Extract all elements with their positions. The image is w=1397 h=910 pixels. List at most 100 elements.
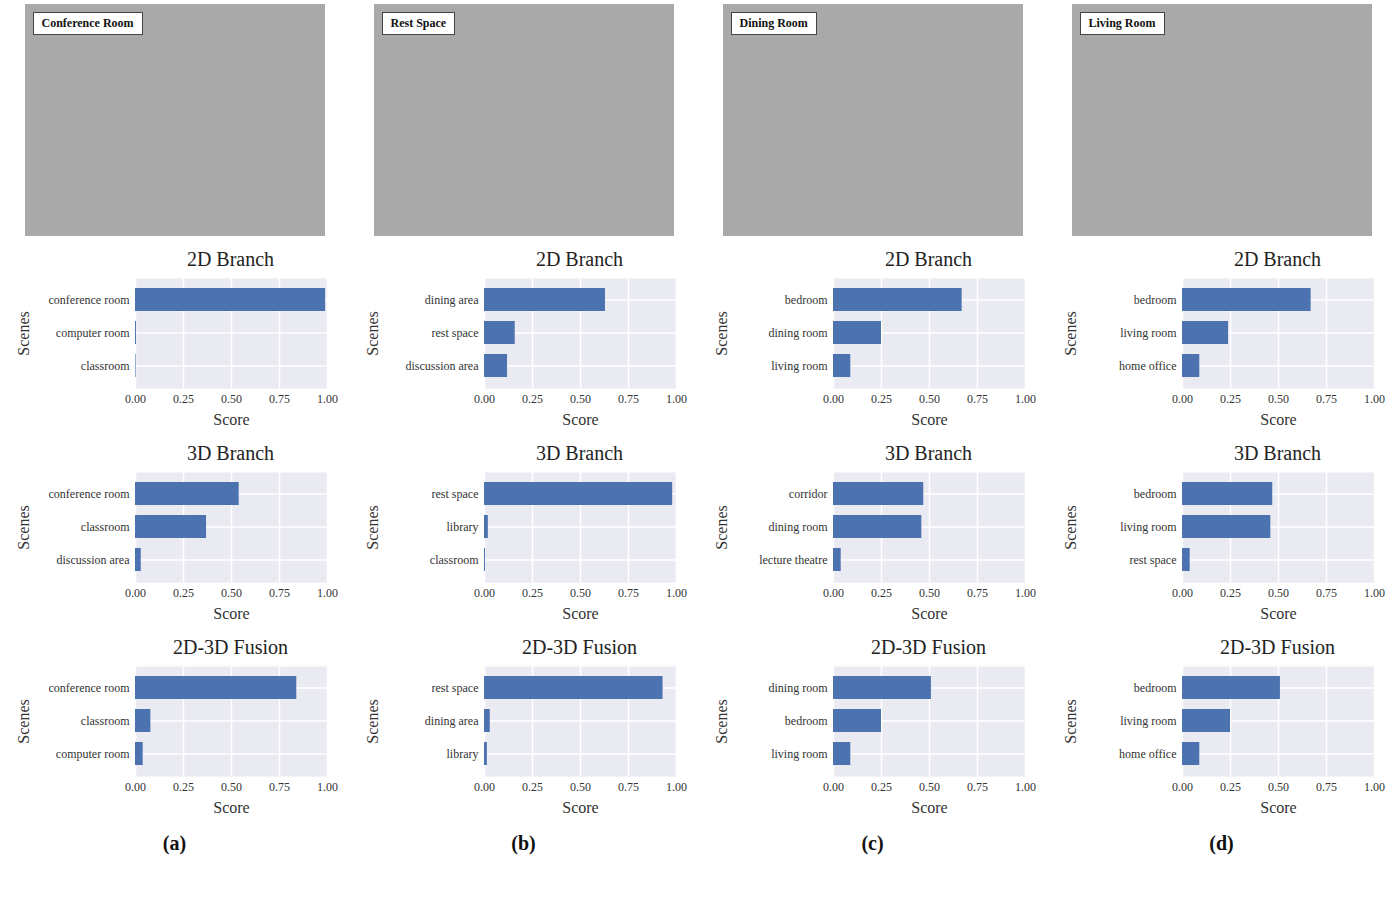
svg-text:Score: Score [213,799,249,816]
svg-text:0.50: 0.50 [919,392,940,406]
svg-text:0.50: 0.50 [570,586,591,600]
svg-text:0.00: 0.00 [1172,586,1193,600]
svg-text:dining area: dining area [424,714,478,728]
svg-text:Score: Score [911,605,947,622]
svg-text:bedroom: bedroom [1133,681,1176,695]
svg-text:0.75: 0.75 [618,392,639,406]
svg-text:0.50: 0.50 [1268,780,1289,794]
svg-text:rest space: rest space [1129,553,1176,567]
svg-text:living room: living room [1120,714,1177,728]
svg-text:living room: living room [1120,326,1177,340]
svg-text:classroom: classroom [80,520,129,534]
svg-text:1.00: 1.00 [1364,392,1385,406]
svg-text:Score: Score [562,799,598,816]
svg-text:0.00: 0.00 [1172,780,1193,794]
svg-text:classroom: classroom [80,714,129,728]
svg-text:Score: Score [562,605,598,622]
svg-text:0.25: 0.25 [173,392,194,406]
svg-text:rest space: rest space [431,681,478,695]
svg-text:dining room: dining room [768,326,828,340]
svg-text:bedroom: bedroom [1133,487,1176,501]
svg-text:classroom: classroom [429,553,478,567]
svg-text:0.00: 0.00 [474,392,495,406]
svg-text:computer room: computer room [55,747,129,761]
svg-text:0.50: 0.50 [221,780,242,794]
svg-text:0.75: 0.75 [618,586,639,600]
svg-text:0.25: 0.25 [173,586,194,600]
svg-text:0.75: 0.75 [269,586,290,600]
svg-text:0.25: 0.25 [871,780,892,794]
svg-text:Scenes: Scenes [1061,505,1078,549]
svg-text:Score: Score [1260,799,1296,816]
svg-text:Score: Score [911,799,947,816]
svg-text:Score: Score [1260,605,1296,622]
svg-text:0.25: 0.25 [871,392,892,406]
svg-text:0.00: 0.00 [1172,392,1193,406]
svg-text:0.00: 0.00 [823,392,844,406]
svg-text:Scenes: Scenes [363,699,380,743]
svg-text:lecture theatre: lecture theatre [759,553,827,567]
svg-text:conference room: conference room [48,487,130,501]
svg-text:conference room: conference room [48,681,130,695]
svg-text:0.00: 0.00 [823,586,844,600]
svg-text:0.25: 0.25 [522,780,543,794]
svg-text:1.00: 1.00 [1015,392,1036,406]
svg-text:Score: Score [911,411,947,428]
svg-text:0.25: 0.25 [1220,392,1241,406]
svg-text:1.00: 1.00 [666,392,687,406]
svg-text:1.00: 1.00 [1364,586,1385,600]
svg-text:0.75: 0.75 [1316,392,1337,406]
svg-text:corridor: corridor [788,487,827,501]
svg-text:home office: home office [1119,359,1176,373]
svg-text:0.00: 0.00 [125,780,146,794]
svg-text:0.25: 0.25 [1220,780,1241,794]
svg-text:0.75: 0.75 [618,780,639,794]
svg-text:Score: Score [562,411,598,428]
svg-text:Score: Score [213,411,249,428]
svg-text:living room: living room [771,359,828,373]
svg-text:0.00: 0.00 [125,586,146,600]
svg-text:0.00: 0.00 [474,780,495,794]
svg-text:0.25: 0.25 [871,586,892,600]
svg-text:0.75: 0.75 [1316,586,1337,600]
svg-text:library: library [446,520,478,534]
svg-text:discussion area: discussion area [405,359,479,373]
svg-text:0.75: 0.75 [967,586,988,600]
svg-text:Scenes: Scenes [14,699,31,743]
svg-text:living room: living room [1120,520,1177,534]
svg-text:1.00: 1.00 [317,392,338,406]
svg-text:1.00: 1.00 [1364,780,1385,794]
svg-text:0.25: 0.25 [522,586,543,600]
svg-text:1.00: 1.00 [317,780,338,794]
svg-text:Score: Score [1260,411,1296,428]
svg-text:Scenes: Scenes [712,505,729,549]
svg-text:0.50: 0.50 [221,392,242,406]
svg-text:0.50: 0.50 [570,780,591,794]
svg-text:0.75: 0.75 [967,392,988,406]
svg-text:library: library [446,747,478,761]
svg-text:living room: living room [771,747,828,761]
svg-text:bedroom: bedroom [1133,293,1176,307]
svg-text:0.25: 0.25 [173,780,194,794]
svg-text:bedroom: bedroom [784,714,827,728]
svg-text:Scenes: Scenes [1061,699,1078,743]
svg-text:0.00: 0.00 [823,780,844,794]
svg-text:1.00: 1.00 [1015,586,1036,600]
svg-text:conference room: conference room [48,293,130,307]
svg-text:1.00: 1.00 [1015,780,1036,794]
svg-text:0.00: 0.00 [125,392,146,406]
svg-text:Scenes: Scenes [14,505,31,549]
svg-text:Scenes: Scenes [363,311,380,355]
svg-text:rest space: rest space [431,487,478,501]
svg-text:computer room: computer room [55,326,129,340]
svg-text:0.50: 0.50 [221,586,242,600]
svg-text:classroom: classroom [80,359,129,373]
svg-text:0.75: 0.75 [967,780,988,794]
svg-text:home office: home office [1119,747,1176,761]
svg-text:Scenes: Scenes [363,505,380,549]
svg-text:rest space: rest space [431,326,478,340]
svg-text:0.50: 0.50 [1268,586,1289,600]
svg-text:Scenes: Scenes [712,311,729,355]
svg-text:1.00: 1.00 [317,586,338,600]
svg-text:0.50: 0.50 [570,392,591,406]
